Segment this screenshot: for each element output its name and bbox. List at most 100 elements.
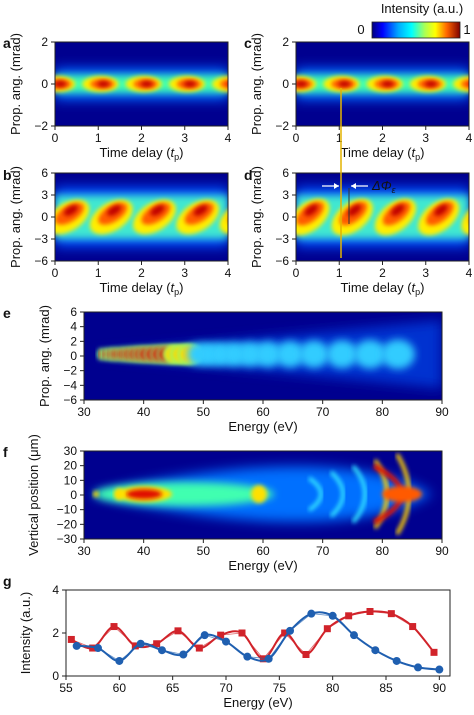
x-tick-label: 30	[77, 544, 91, 558]
y-axis-label: Prop. ang. (mrad)	[249, 166, 264, 268]
colorbar-label: Intensity (a.u.)	[381, 1, 463, 16]
x-tick-label: 90	[433, 681, 447, 695]
data-point-circle	[94, 644, 102, 653]
y-tick-label: 0	[70, 349, 77, 363]
panel-a-heatmap: 0 1 2 3 4 2 0 −2 Time delay (tp) Prop. ang. (mrad…	[3, 33, 232, 162]
data-point-circle	[414, 663, 422, 672]
x-tick-label: 70	[219, 681, 233, 695]
panel-b-heatmap: 0 1 2 3 4 6 3 0 −3 −6 Time delay (tp) Prop. ang. (m…	[3, 166, 232, 297]
x-tick-label: 1	[95, 266, 102, 280]
y-tick-label: 30	[64, 444, 78, 458]
colorbar-max-label: 1	[463, 22, 470, 37]
x-tick-label: 1	[95, 131, 102, 145]
x-tick-label: 3	[422, 131, 429, 145]
data-point-square	[217, 631, 225, 639]
data-point-square	[281, 629, 289, 637]
x-tick-label: 80	[326, 681, 340, 695]
y-axis-label: Vertical position (μm)	[26, 434, 41, 556]
x-tick-label: 70	[316, 405, 330, 419]
x-tick-label: 90	[435, 544, 449, 558]
y-tick-label: −10	[57, 503, 78, 517]
data-point-circle	[200, 631, 209, 640]
data-point-circle	[136, 639, 145, 648]
x-axis-label: Energy (eV)	[228, 558, 297, 573]
x-tick-label: 3	[181, 131, 188, 145]
panel-label: e	[3, 305, 11, 321]
panel-label: a	[3, 35, 11, 51]
y-tick-label: −2	[34, 119, 48, 133]
colorbar-gradient	[371, 21, 461, 39]
panel-label: b	[3, 167, 12, 183]
x-tick-label: 0	[52, 266, 59, 280]
x-tick-label: 0	[293, 266, 300, 280]
y-axis-label: Intensity (a.u.)	[18, 592, 33, 674]
y-tick-label: 4	[52, 583, 59, 597]
data-point-circle	[72, 641, 81, 650]
x-tick-label: 0	[52, 131, 59, 145]
x-tick-label: 4	[225, 266, 232, 280]
x-tick-label: 1	[336, 266, 343, 280]
delta-phi-label: ΔΦε	[371, 178, 397, 195]
x-tick-label: 2	[138, 131, 145, 145]
panel-label: f	[3, 444, 8, 460]
data-point-square	[238, 629, 246, 637]
data-point-circle	[264, 654, 273, 663]
data-point-circle	[371, 646, 380, 655]
panel-label: d	[244, 167, 253, 183]
y-tick-label: −2	[63, 364, 77, 378]
y-axis-label: Prop. ang. (mrad)	[249, 33, 264, 135]
data-point-square	[153, 640, 161, 648]
y-tick-label: 2	[70, 334, 77, 348]
y-tick-label: 4	[70, 320, 77, 334]
data-point-square	[387, 610, 395, 618]
data-point-square	[174, 627, 182, 635]
x-tick-label: 30	[77, 405, 91, 419]
x-axis-label: Time delay (tp)	[340, 145, 424, 162]
data-point-square	[89, 644, 97, 652]
y-tick-label: 3	[282, 188, 289, 202]
x-tick-label: 40	[137, 405, 151, 419]
x-tick-label: 85	[379, 681, 393, 695]
data-point-square	[345, 612, 353, 620]
data-point-square	[302, 651, 310, 658]
y-tick-label: −4	[63, 378, 77, 392]
data-point-circle	[307, 609, 316, 618]
x-tick-label: 1	[336, 131, 343, 145]
delta-phi-annotation: ΔΦε	[322, 178, 397, 195]
data-point-square	[430, 648, 438, 656]
y-tick-label: 6	[282, 166, 289, 180]
data-point-circle	[286, 626, 294, 635]
x-tick-label: 4	[225, 131, 232, 145]
y-axis-label: Prop. ang. (mrad)	[8, 33, 23, 135]
data-point-square	[323, 625, 331, 633]
panel-d-heatmap: 0 1 2 3 4 6 3 0 −3 −6 Time delay (tp) Prop. ang. (m…	[244, 166, 473, 297]
data-point-square	[409, 623, 417, 631]
data-point-circle	[435, 665, 444, 674]
y-tick-label: −6	[63, 393, 77, 407]
y-tick-label: 0	[41, 77, 48, 91]
y-tick-label: 20	[64, 459, 78, 473]
x-tick-label: 55	[59, 681, 73, 695]
y-tick-label: 0	[282, 77, 289, 91]
data-point-circle	[222, 637, 230, 646]
x-tick-label: 3	[181, 266, 188, 280]
data-point-square	[131, 642, 139, 650]
y-tick-label: −20	[57, 517, 78, 531]
x-tick-label: 80	[376, 405, 390, 419]
panel-g-line-chart: 55 60 65 70 75 80 85 90 0 2 4 Energy (eV) Intensity …	[3, 573, 451, 710]
x-tick-label: 2	[379, 266, 386, 280]
y-tick-label: 0	[52, 669, 59, 683]
y-tick-label: 2	[52, 626, 59, 640]
y-tick-label: 2	[41, 35, 48, 49]
y-tick-label: 0	[41, 210, 48, 224]
y-tick-label: 6	[70, 305, 77, 319]
x-tick-label: 40	[137, 544, 151, 558]
x-axis-label: Time delay (tp)	[340, 280, 424, 297]
x-tick-label: 80	[376, 544, 390, 558]
colorbar: Intensity (a.u.) 0 1	[357, 1, 471, 39]
x-tick-label: 60	[256, 405, 270, 419]
data-point-circle	[350, 631, 358, 640]
